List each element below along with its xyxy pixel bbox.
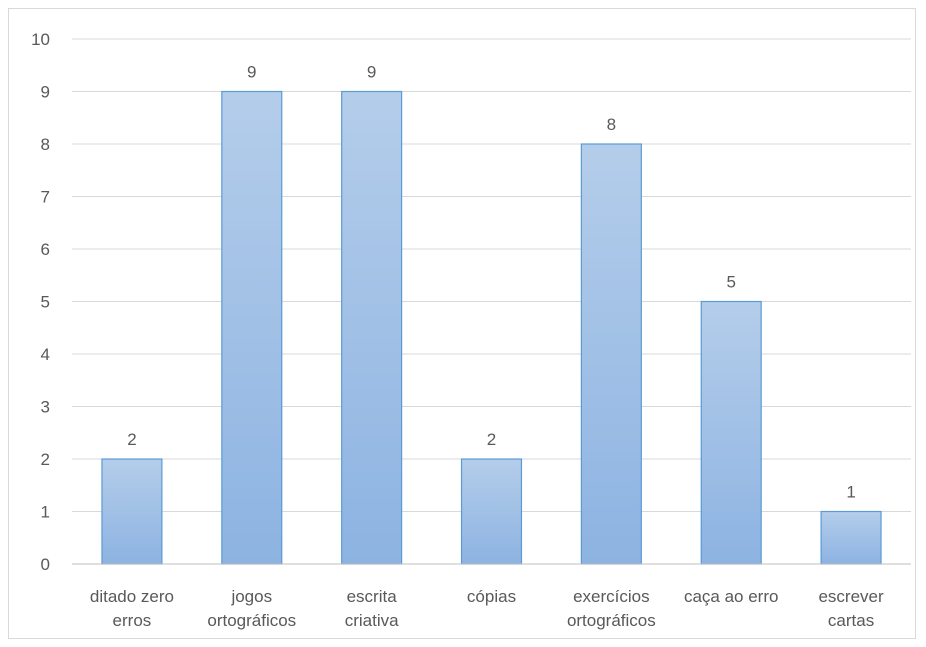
bar	[341, 90, 403, 565]
x-tick-label: cópias	[467, 587, 516, 606]
y-tick-label: 4	[41, 345, 50, 364]
y-tick-label: 3	[41, 398, 50, 417]
bar	[101, 458, 163, 565]
gridlines	[72, 38, 911, 512]
y-tick-label: 6	[41, 240, 50, 259]
data-label: 9	[247, 63, 256, 82]
x-tick-label: escrita criativa	[345, 587, 399, 630]
y-tick-label: 7	[41, 188, 50, 207]
y-tick-label: 10	[31, 30, 50, 49]
data-label: 2	[127, 430, 136, 449]
y-tick-label: 0	[41, 555, 50, 574]
bars: 2 9 9 2 8 5 1	[101, 63, 882, 565]
data-label: 1	[846, 483, 855, 502]
data-label: 9	[367, 63, 376, 82]
y-tick-label: 1	[41, 503, 50, 522]
y-axis-ticks: 0 1 2 3 4 5 6 7 8 9 10	[31, 30, 50, 574]
x-tick-label: escrever cartas	[818, 587, 884, 630]
y-tick-label: 5	[41, 293, 50, 312]
x-tick-label: ditado zero erros	[90, 587, 174, 630]
bar	[580, 143, 642, 565]
bar	[460, 458, 523, 565]
x-axis: ditado zero erros jogos ortográficos escrita…	[72, 563, 911, 630]
y-tick-label: 2	[41, 450, 50, 469]
x-tick-label: jogos ortográficos	[207, 587, 296, 630]
data-label: 2	[487, 430, 496, 449]
y-tick-label: 9	[41, 83, 50, 102]
data-label: 8	[607, 115, 616, 134]
bar	[700, 300, 762, 565]
data-label: 5	[726, 273, 735, 292]
x-tick-label: exercícios ortográficos	[567, 587, 656, 630]
bar	[820, 510, 882, 565]
bar	[221, 90, 283, 565]
y-tick-label: 8	[41, 135, 50, 154]
x-tick-label: caça ao erro	[684, 587, 779, 606]
